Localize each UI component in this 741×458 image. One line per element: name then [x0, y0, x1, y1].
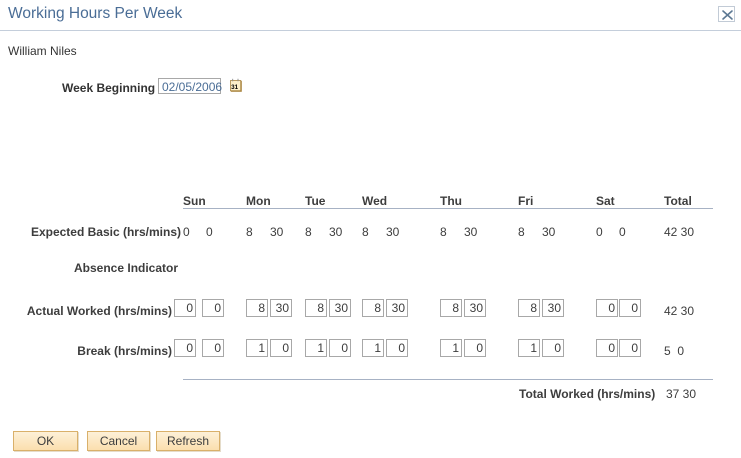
svg-text:31: 31 — [231, 84, 239, 91]
